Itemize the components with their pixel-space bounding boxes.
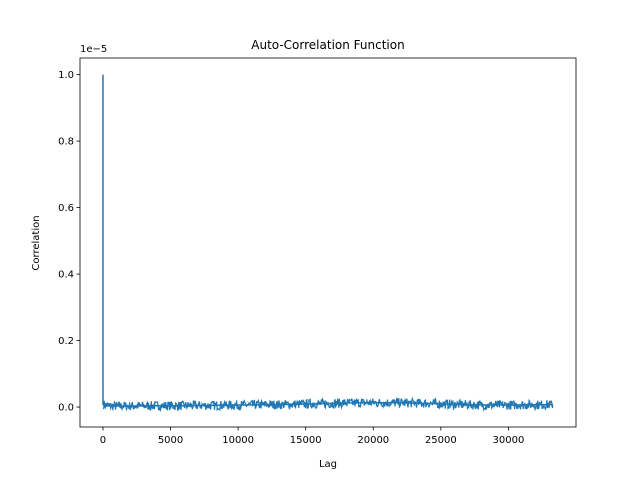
y-tick-label: 0.0 [58, 403, 74, 414]
y-offset-label: 1e−5 [80, 44, 107, 55]
axes-box [79, 57, 577, 428]
chart-title: Auto-Correlation Function [251, 38, 404, 52]
x-tick-label: 15000 [290, 435, 322, 446]
x-axis-ticks: 0 5000 10000 15000 20000 25000 30000 [100, 427, 525, 446]
y-tick-label: 0.6 [58, 203, 74, 214]
x-tick-label: 5000 [158, 435, 183, 446]
axes-frame [79, 57, 577, 428]
plot-marks [102, 74, 554, 412]
y-tick-label: 0.8 [58, 137, 74, 148]
x-tick-label: 10000 [222, 435, 254, 446]
y-tick-label: 0.2 [58, 336, 74, 347]
acf-series-line [102, 74, 554, 407]
y-tick-label: 1.0 [58, 70, 74, 81]
x-tick-label: 25000 [425, 435, 457, 446]
y-tick-label: 0.4 [58, 270, 74, 281]
y-axis-ticks: 0.0 0.2 0.4 0.6 0.8 1.0 [58, 70, 80, 414]
x-axis-label: Lag [319, 459, 337, 470]
x-tick-label: 0 [100, 435, 106, 446]
x-tick-label: 30000 [493, 435, 525, 446]
x-tick-label: 20000 [357, 435, 389, 446]
y-axis-label: Correlation [31, 215, 42, 270]
